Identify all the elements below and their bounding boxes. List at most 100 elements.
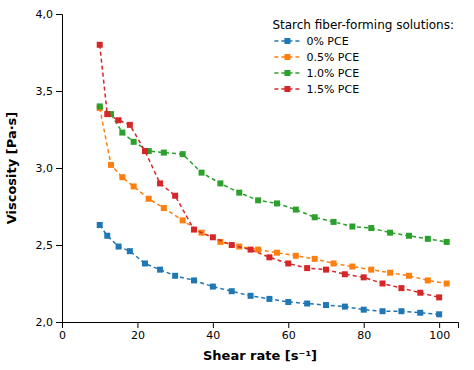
x-tick-mark [439, 322, 440, 328]
point-marker [398, 285, 404, 291]
point-marker [342, 304, 348, 310]
point-marker [131, 139, 137, 145]
point-marker [146, 196, 152, 202]
legend-label: 0% PCE [306, 35, 348, 48]
y-tick: 3,0 [36, 162, 63, 175]
y-tick-mark [56, 168, 62, 169]
x-tick: 40 [206, 322, 220, 342]
legend-marker [284, 86, 290, 92]
series [97, 103, 450, 245]
point-marker [116, 244, 122, 250]
point-marker [97, 103, 103, 109]
point-marker [248, 247, 254, 253]
x-tick-label: 0 [59, 329, 66, 342]
x-tick-mark [364, 322, 365, 328]
point-marker [323, 302, 329, 308]
legend-marker [284, 54, 290, 60]
y-axis-line [56, 15, 63, 323]
series [97, 222, 442, 317]
x-axis-line [63, 323, 459, 329]
point-marker [116, 117, 122, 123]
x-tick: 60 [282, 322, 296, 342]
x-tick-label: 40 [206, 329, 220, 342]
legend-label: 1.0% PCE [306, 67, 359, 80]
x-axis: 0 20 40 60 80 100 [59, 322, 459, 342]
point-marker [157, 267, 163, 273]
point-marker [142, 260, 148, 266]
point-marker [180, 217, 186, 223]
x-tick-mark [288, 322, 289, 328]
series-line [100, 225, 439, 314]
point-marker [255, 197, 261, 203]
point-marker [406, 273, 412, 279]
point-marker [312, 256, 318, 262]
point-marker [266, 254, 272, 260]
point-marker [444, 239, 450, 245]
x-tick: 0 [59, 322, 66, 342]
legend: Starch fiber-forming solutions: 0% PCE 0.5… [272, 18, 454, 96]
point-marker [349, 264, 355, 270]
y-tick: 2,0 [36, 316, 63, 329]
point-marker [210, 284, 216, 290]
x-tick-label: 20 [131, 329, 145, 342]
legend-item: 0.5% PCE [274, 51, 359, 64]
point-marker [229, 288, 235, 294]
point-marker [304, 301, 310, 307]
point-marker [97, 222, 103, 228]
x-axis-title: Shear rate [s⁻¹] [203, 348, 317, 363]
y-tick: 4,0 [36, 8, 63, 21]
point-marker [436, 311, 442, 317]
legend-title: Starch fiber-forming solutions: [272, 18, 454, 32]
point-marker [217, 180, 223, 186]
legend-label: 0.5% PCE [306, 51, 359, 64]
y-tick: 3,5 [36, 85, 63, 98]
x-tick-label: 80 [357, 329, 371, 342]
point-marker [161, 150, 167, 156]
point-marker [274, 250, 280, 256]
point-marker [172, 273, 178, 279]
y-tick-mark [56, 91, 62, 92]
x-tick: 20 [131, 322, 145, 342]
legend-marker [284, 38, 290, 44]
series-area [97, 42, 450, 318]
point-marker [331, 219, 337, 225]
y-tick-label: 3,0 [36, 162, 54, 175]
y-tick-mark [56, 322, 62, 323]
point-marker [266, 296, 272, 302]
point-marker [380, 281, 386, 287]
point-marker [172, 193, 178, 199]
legend-item: 0% PCE [274, 35, 348, 48]
chart: 0204060801002,02,53,03,54,0Starch fiber-… [0, 0, 474, 370]
x-tick: 100 [429, 322, 450, 342]
y-tick-mark [56, 245, 62, 246]
y-axis-title: Viscosity [Pa·s] [4, 112, 19, 225]
point-marker [180, 151, 186, 157]
point-marker [312, 214, 318, 220]
y-tick-label: 3,5 [36, 85, 54, 98]
point-marker [368, 267, 374, 273]
point-marker [248, 293, 254, 299]
point-marker [444, 281, 450, 287]
point-marker [131, 183, 137, 189]
point-marker [191, 227, 197, 233]
legend-label: 1.5% PCE [306, 83, 359, 96]
point-marker [349, 224, 355, 230]
y-tick-mark [56, 14, 62, 15]
point-marker [417, 290, 423, 296]
x-tick-label: 100 [429, 329, 450, 342]
point-marker [119, 130, 125, 136]
y-axis: 2,02,53,03,54,0 [36, 8, 63, 329]
point-marker [361, 307, 367, 313]
point-marker [361, 274, 367, 280]
y-tick-label: 4,0 [36, 8, 54, 21]
point-marker [417, 310, 423, 316]
point-marker [436, 294, 442, 300]
point-marker [293, 253, 299, 259]
series [97, 42, 442, 301]
point-marker [97, 42, 103, 48]
point-marker [104, 111, 110, 117]
point-marker [293, 207, 299, 213]
point-marker [255, 247, 261, 253]
point-marker [304, 265, 310, 271]
series-line [100, 106, 447, 242]
